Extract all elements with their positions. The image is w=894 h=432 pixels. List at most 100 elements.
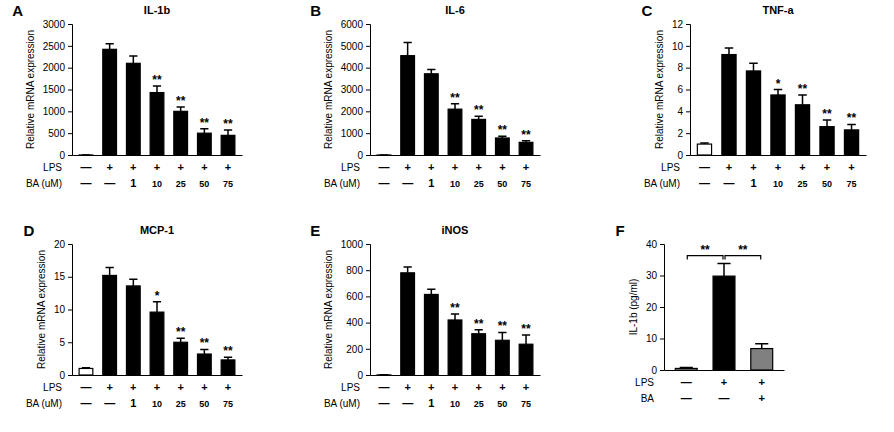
comparison-label: **: [738, 243, 748, 257]
y-axis-title: IL-1b (pg/ml): [628, 279, 639, 336]
y-tick-mark: [68, 342, 72, 343]
bar: [401, 56, 415, 155]
row-cell: +: [130, 381, 136, 393]
bar: [126, 286, 140, 375]
row-cell: +: [225, 161, 231, 173]
bar: [495, 138, 509, 155]
row-label: LPS: [635, 377, 654, 388]
y-tick-label: 2000: [43, 62, 66, 73]
bar: [79, 154, 93, 155]
bar: [197, 354, 211, 375]
title: IL-1b: [144, 4, 171, 16]
row-cell: +: [106, 381, 112, 393]
y-tick-mark: [686, 111, 690, 112]
y-tick-mark: [68, 90, 72, 91]
significance: **: [498, 123, 508, 137]
bar: [424, 294, 438, 375]
y-tick: 800: [346, 265, 370, 276]
y-axis: 050010001500200025003000: [43, 19, 73, 161]
y-tick-label: 0: [677, 150, 683, 161]
row-label: LPS: [341, 162, 360, 173]
row-label: BA (uM): [26, 398, 62, 409]
x-axis-line: [73, 375, 243, 376]
panel: 010203040****LPS—++BA——+IL-1b (pg/ml)F: [615, 222, 784, 404]
y-tick-label: 2500: [43, 41, 66, 52]
x-axis-line: [73, 155, 243, 156]
y-tick-mark: [68, 24, 72, 25]
y-tick-mark: [366, 111, 370, 112]
row-cell: 10: [152, 179, 162, 189]
row-label: BA (uM): [324, 398, 360, 409]
row-cell: +: [721, 376, 727, 388]
row-cell: +: [154, 381, 160, 393]
y-tick: 15: [54, 271, 72, 282]
row-cell: +: [201, 161, 207, 173]
error-bar: [522, 335, 530, 344]
y-tick-label: 8: [677, 62, 683, 73]
panel-letter: E: [310, 222, 320, 239]
y-tick-label: 4000: [341, 62, 364, 73]
row-cell: +: [848, 161, 854, 173]
row-cell: —: [719, 392, 730, 404]
row-cell: 50: [199, 179, 209, 189]
y-tick-label: 12: [672, 19, 684, 30]
significance: **: [474, 103, 484, 117]
panel: 02004006008001000********LPS—++++++BA (u…: [310, 222, 540, 409]
y-tick-mark: [686, 24, 690, 25]
y-tick-mark: [366, 90, 370, 91]
y-tick-label: 3000: [43, 19, 66, 30]
y-tick-mark: [366, 375, 370, 376]
y-tick: 0: [651, 365, 664, 376]
row-cell: 25: [176, 399, 186, 409]
y-tick: 1000: [341, 128, 370, 139]
error-bar: [427, 289, 435, 294]
row-cell: —: [80, 397, 91, 409]
row-cell: 10: [450, 179, 460, 189]
significance: **: [152, 73, 162, 87]
panel: 024681012*******LPS—++++++BA (uM)——11025…: [641, 2, 866, 189]
y-tick-label: 5: [59, 337, 65, 348]
x-axis: [73, 155, 243, 156]
y-axis-line: [68, 25, 73, 156]
bar: [448, 320, 462, 375]
error-bar: [129, 279, 137, 286]
y-axis: 0100020003000400050006000: [341, 19, 371, 161]
plot-area: [377, 43, 533, 155]
error-bar: [680, 367, 693, 369]
y-tick-label: 0: [651, 365, 657, 376]
significance: **: [521, 128, 531, 142]
significance: **: [521, 322, 531, 336]
row-cell: +: [404, 381, 410, 393]
y-tick-label: 10: [646, 333, 658, 344]
bar: [79, 368, 93, 375]
row-cell: +: [130, 161, 136, 173]
y-tick-mark: [366, 296, 370, 297]
bar: [424, 74, 438, 155]
y-tick-label: 0: [357, 370, 363, 381]
row-cell: 10: [450, 399, 460, 409]
y-axis: 02004006008001000: [341, 239, 371, 381]
row-cell: +: [750, 161, 756, 173]
bar: [197, 133, 211, 155]
row-cell: +: [452, 381, 458, 393]
error-bar: [427, 69, 435, 73]
y-tick-mark: [366, 244, 370, 245]
y-tick-label: 2: [677, 128, 683, 139]
y-tick-mark: [366, 270, 370, 271]
significance: *: [776, 77, 781, 91]
row-cell: +: [475, 161, 481, 173]
x-axis-line: [371, 155, 541, 156]
y-tick-label: 10: [672, 41, 684, 52]
bar: [221, 135, 235, 155]
row-cell: —: [104, 177, 115, 189]
y-tick-label: 1000: [341, 128, 364, 139]
y-tick: 600: [346, 291, 370, 302]
y-tick-label: 6: [677, 84, 683, 95]
bar: [377, 374, 391, 375]
y-tick-mark: [366, 155, 370, 156]
row-cell: —: [681, 392, 692, 404]
y-tick-mark: [366, 133, 370, 134]
error-bar: [106, 268, 114, 276]
y-tick-label: 3000: [341, 84, 364, 95]
y-tick-label: 0: [59, 370, 65, 381]
